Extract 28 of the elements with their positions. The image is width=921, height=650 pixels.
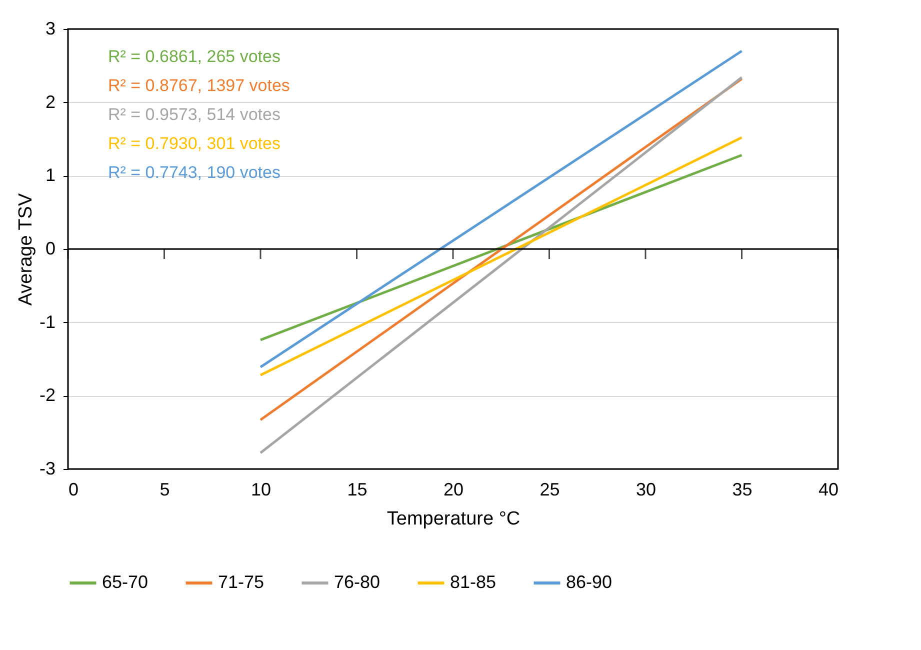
y-tick-label: 1 bbox=[45, 165, 56, 186]
annotation: R² = 0.7743, 190 votes bbox=[108, 163, 280, 182]
y-tick-label: 2 bbox=[45, 92, 56, 112]
y-tick-label: -3 bbox=[39, 458, 56, 478]
y-tick-label: 0 bbox=[45, 238, 56, 258]
x-axis-title: Temperature °C bbox=[386, 508, 520, 530]
legend-label: 65-70 bbox=[102, 572, 148, 592]
legend-label: 81-85 bbox=[450, 572, 496, 592]
x-tick-label: 0 bbox=[68, 480, 79, 500]
y-tick-label: 3 bbox=[45, 18, 56, 38]
x-tick-label: 25 bbox=[540, 480, 560, 500]
annotation: R² = 0.6861, 265 votes bbox=[108, 47, 280, 66]
annotation: R² = 0.9573, 514 votes bbox=[108, 105, 280, 124]
y-tick-label: -2 bbox=[39, 385, 56, 406]
x-tick-label: 30 bbox=[636, 480, 656, 500]
legend-label: 71-75 bbox=[218, 572, 264, 592]
y-tick-label: -1 bbox=[39, 312, 56, 332]
x-tick-label: 35 bbox=[732, 480, 752, 500]
x-tick-label: 40 bbox=[818, 480, 838, 500]
annotation: R² = 0.8767, 1397 votes bbox=[108, 76, 290, 95]
x-tick-label: 20 bbox=[443, 480, 464, 500]
x-tick-label: 10 bbox=[250, 480, 272, 500]
x-tick-label: 15 bbox=[347, 480, 368, 500]
legend-label: 76-80 bbox=[334, 572, 380, 592]
legend-label: 86-90 bbox=[566, 572, 612, 592]
x-tick-label: 5 bbox=[160, 480, 170, 500]
annotation: R² = 0.7930, 301 votes bbox=[108, 134, 280, 153]
y-axis-title: Average TSV bbox=[15, 193, 36, 306]
